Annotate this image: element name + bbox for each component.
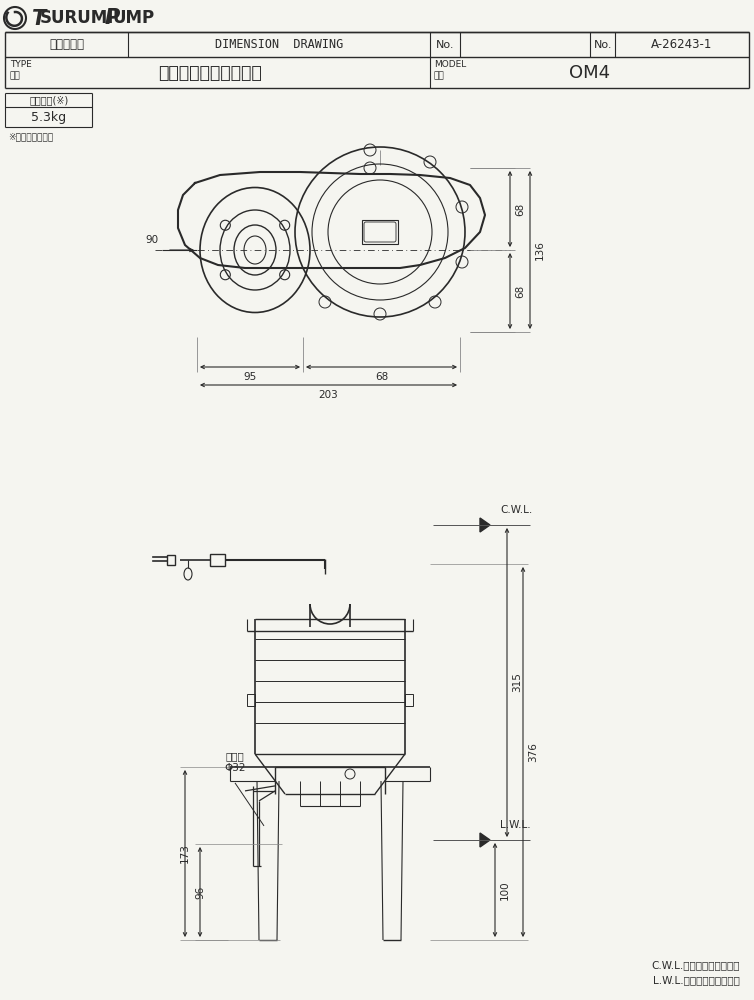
- Text: 315: 315: [512, 673, 522, 692]
- Text: 型式: 型式: [434, 71, 445, 80]
- Text: 外形寸法図: 外形寸法図: [50, 38, 84, 51]
- Text: 96: 96: [195, 885, 205, 899]
- Bar: [167, 555, 175, 565]
- Text: A-26243-1: A-26243-1: [651, 38, 713, 51]
- Text: 名称: 名称: [10, 71, 21, 80]
- Text: P: P: [105, 8, 120, 28]
- Text: L.W.L.：運転可能最低水位: L.W.L.：運転可能最低水位: [653, 975, 740, 985]
- Text: Φ32: Φ32: [224, 763, 246, 773]
- Text: TYPE: TYPE: [10, 60, 32, 69]
- Text: DIMENSION  DRAWING: DIMENSION DRAWING: [215, 38, 343, 51]
- Text: 173: 173: [180, 844, 190, 863]
- Text: MODEL: MODEL: [434, 60, 466, 69]
- Text: No.: No.: [593, 40, 612, 50]
- Text: 95: 95: [244, 372, 256, 382]
- Text: No.: No.: [436, 40, 454, 50]
- Text: ※ケーブルは除く: ※ケーブルは除く: [8, 132, 53, 141]
- Bar: [210, 554, 225, 566]
- Polygon shape: [480, 518, 490, 532]
- Text: 68: 68: [515, 284, 525, 298]
- Text: 136: 136: [535, 240, 545, 260]
- Text: SURUMI: SURUMI: [40, 9, 115, 27]
- Text: C.W.L.：連続運転最低水位: C.W.L.：連続運転最低水位: [651, 960, 740, 970]
- Text: UMP: UMP: [113, 9, 155, 27]
- Text: 概算質量(※): 概算質量(※): [29, 95, 69, 105]
- Bar: [247, 694, 255, 706]
- Text: L.W.L.: L.W.L.: [500, 820, 531, 830]
- Bar: [405, 694, 413, 706]
- Text: 小型汚水用水中ポンプ: 小型汚水用水中ポンプ: [158, 64, 262, 82]
- Text: 5.3kg: 5.3kg: [32, 110, 66, 123]
- Text: C.W.L.: C.W.L.: [500, 505, 532, 515]
- Text: T: T: [32, 9, 46, 29]
- Polygon shape: [480, 833, 490, 847]
- Text: 376: 376: [528, 742, 538, 762]
- Text: 68: 68: [515, 202, 525, 216]
- Text: 68: 68: [375, 372, 388, 382]
- Text: 100: 100: [500, 880, 510, 900]
- Text: 呼び径: 呼び径: [225, 751, 244, 761]
- Text: 203: 203: [319, 390, 339, 400]
- Text: 90: 90: [146, 235, 159, 245]
- Bar: [362, 220, 398, 244]
- Text: OM4: OM4: [569, 64, 611, 82]
